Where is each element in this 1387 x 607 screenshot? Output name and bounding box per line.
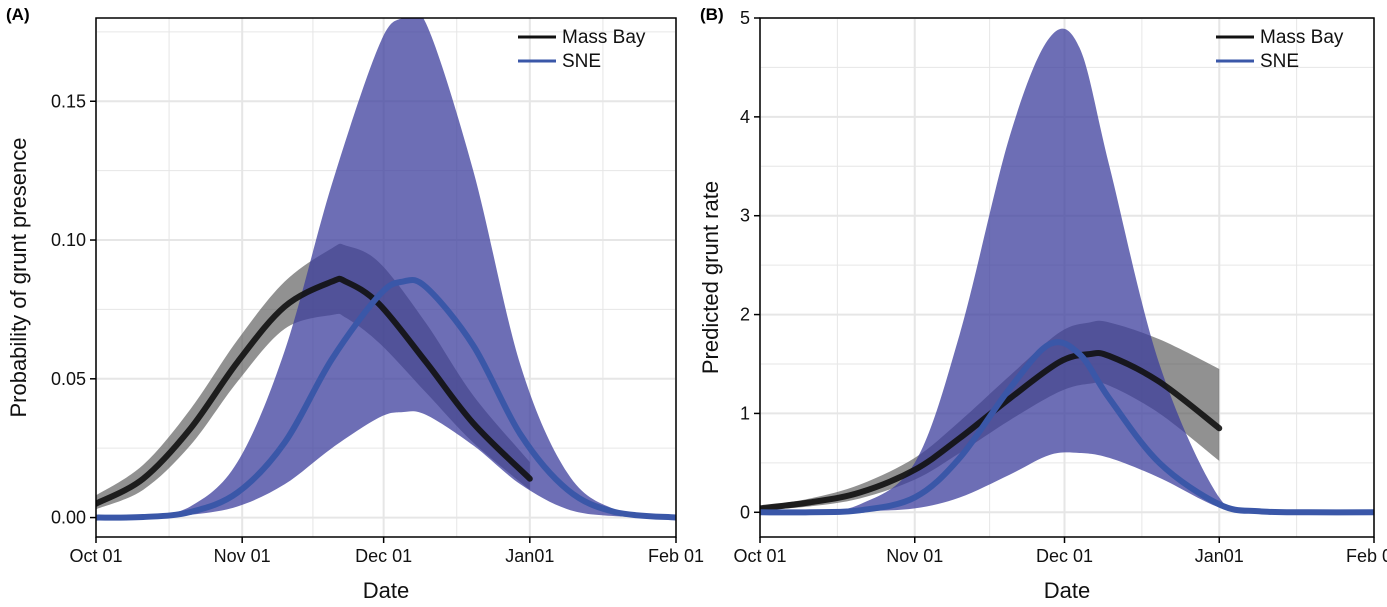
chart-panel-b: Oct 01 Nov 01 Dec 01 Jan01 Feb 01 0 1 2 3 4 5 Date P… (698, 5, 1387, 603)
y-axis-title: Probability of grunt presence (6, 137, 31, 417)
x-tick-label: Jan01 (1195, 546, 1244, 566)
x-tick-label: Nov 01 (886, 546, 943, 566)
y-tick-label: 5 (740, 8, 750, 28)
plot-border (759, 17, 1375, 538)
y-tick-label: 0.05 (51, 369, 86, 389)
series-line-mass-bay (96, 275, 533, 507)
x-axis-title: Date (1044, 578, 1090, 603)
y-tick-label: 0 (740, 502, 750, 522)
confidence-band-sne (96, 18, 676, 518)
x-axis-title: Date (363, 578, 409, 603)
series-line-sne (96, 276, 676, 521)
panel-label: (B) (700, 5, 724, 24)
plot-area (96, 18, 676, 521)
y-tick-label: 0.15 (51, 91, 86, 111)
y-tick-label: 0.10 (51, 230, 86, 250)
x-tick-label: Jan01 (505, 546, 554, 566)
legend: Mass Bay SNE (518, 27, 646, 72)
x-tick-label: Feb 01 (648, 546, 704, 566)
chart-panel-a: Oct 01 Nov 01 Dec 01 Jan01 Feb 01 0.00 0.05 0.1… (6, 5, 704, 603)
y-tick-label: 3 (740, 206, 750, 226)
y-tick-label: 2 (740, 305, 750, 325)
x-tick-label: Feb 01 (1346, 546, 1387, 566)
x-tick-label: Nov 01 (214, 546, 271, 566)
x-tick-label: Dec 01 (1036, 546, 1093, 566)
legend-label-sne: SNE (562, 51, 601, 72)
confidence-band-sne (760, 28, 1374, 513)
plot-area (760, 28, 1374, 516)
y-tick-label: 0.00 (51, 508, 86, 528)
x-tick-label: Oct 01 (733, 546, 786, 566)
legend-label-sne: SNE (1260, 51, 1299, 72)
plot-border (95, 17, 677, 538)
legend-label-mass-bay: Mass Bay (1260, 27, 1344, 48)
x-tick-label: Oct 01 (69, 546, 122, 566)
panel-label: (A) (6, 5, 30, 24)
y-axis-title: Predicted grunt rate (698, 181, 723, 374)
legend-label-mass-bay: Mass Bay (562, 27, 646, 48)
series-line-mass-bay (760, 350, 1223, 512)
series-line-sne (760, 339, 1374, 516)
y-tick-label: 4 (740, 107, 750, 127)
x-tick-label: Dec 01 (355, 546, 412, 566)
y-tick-label: 1 (740, 403, 750, 423)
legend: Mass Bay SNE (1216, 27, 1344, 72)
